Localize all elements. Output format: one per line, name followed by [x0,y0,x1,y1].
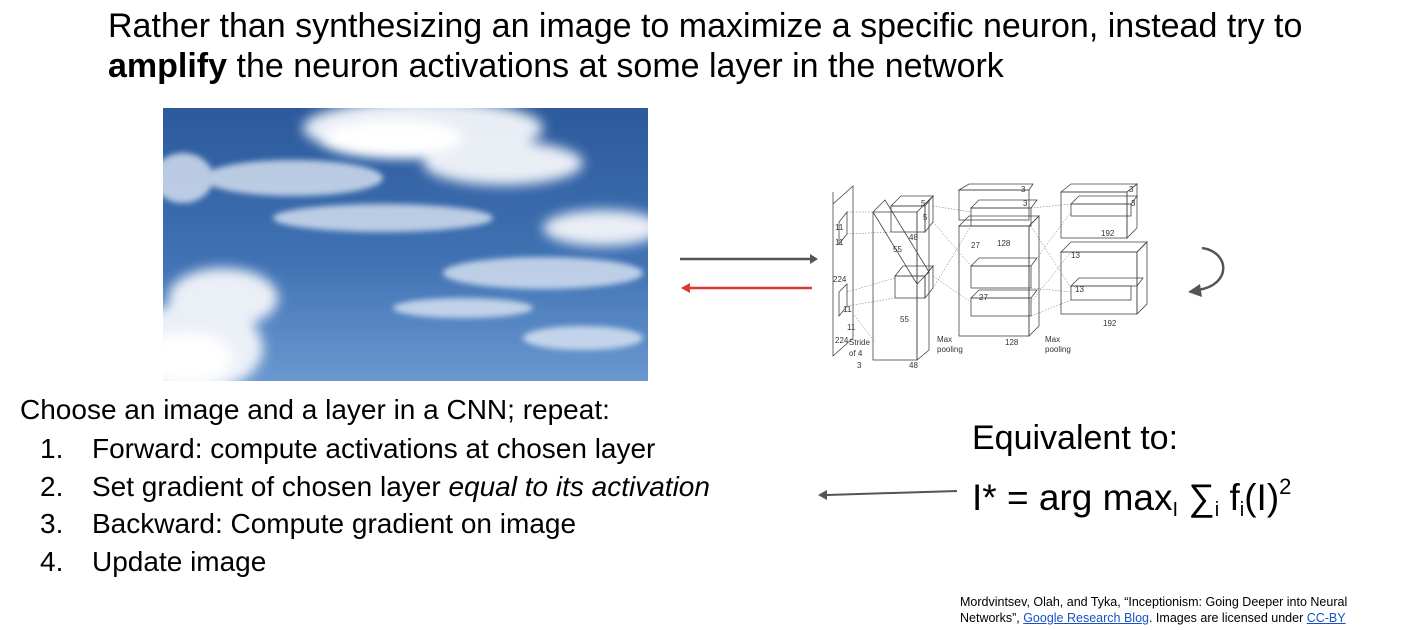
label-c1-55b: 55 [900,315,909,324]
label-maxpool-1a: Max [937,335,952,344]
step-item: 2. Set gradient of chosen layer equal to … [40,468,710,506]
backward-arrowhead [681,283,690,293]
label-in-11d: 11 [847,323,856,332]
label-in-224b: 224 [835,336,849,345]
step-text: Backward: Compute gradient on image [92,508,577,540]
label-c1-55: 55 [893,245,902,254]
citation: Mordvintsev, Olah, and Tyka, “Inceptioni… [960,595,1348,625]
slide-title: Rather than synthesizing an image to max… [108,6,1348,86]
sky-photo [163,108,648,381]
label-c2-128b: 128 [1005,338,1019,347]
steps-heading: Choose an image and a layer in a CNN; re… [20,394,610,425]
label-maxpool-1b: pooling [937,345,963,354]
step-text: Forward: compute activations at chosen l… [92,433,656,464]
title-prefix: Rather than synthesizing an image to max… [108,7,1303,45]
label-in-11c: 11 [843,305,852,314]
forward-backward-arrows [680,254,818,293]
equivalent-label: Equivalent to: [972,419,1179,457]
label-c3-192b: 192 [1103,319,1117,328]
step-number: 4. [40,546,64,578]
label-c3-3a: 3 [1129,185,1134,194]
label-c1-5a: 5 [921,199,926,208]
label-c1-48b: 48 [909,361,918,370]
label-of4: of 4 [849,349,863,358]
step-number: 1. [40,433,64,464]
label-stride: Stride [849,338,870,347]
step-item: 3. Backward: Compute gradient on image [40,505,710,543]
label-c2-3a: 3 [1021,185,1026,194]
step-item: 4. Update image [40,543,710,581]
label-maxpool-2b: pooling [1045,345,1071,354]
label-c3-13b: 13 [1075,285,1084,294]
title-suffix: the neuron activations at some layer in … [227,47,1004,85]
sky-input-image [163,108,648,381]
title-bold-word: amplify [108,47,228,85]
cc-by-link[interactable]: CC-BY [1306,611,1346,625]
step-italic: equal to its activation [448,470,710,502]
step-text: Set gradient of chosen layer [92,470,449,502]
label-c1-5b: 5 [923,213,928,222]
step-text: Update image [92,546,267,578]
label-maxpool-2a: Max [1045,335,1060,344]
label-c2-128: 128 [997,239,1011,248]
loop-arrow-icon [1188,246,1225,297]
label-c2-27b: 27 [979,293,988,302]
cnn-architecture-diagram: 11 11 224 11 11 224 Stride of 4 3 5 5 48… [832,183,1148,370]
label-c3-3b: 3 [1131,199,1136,208]
label-in-11b: 11 [835,238,844,247]
label-in-11a: 11 [835,223,844,232]
equation-pointer-arrow [818,490,958,500]
label-c3-192: 192 [1101,229,1115,238]
objective-formula: I* = arg maxI ∑i fi(I)2 [972,474,1292,521]
label-c3-13: 13 [1071,251,1080,260]
google-research-blog-link[interactable]: Google Research Blog [1023,611,1149,625]
steps-list: 1. Forward: compute activations at chosen… [40,430,710,581]
step-number: 3. [40,508,64,540]
label-c2-3b: 3 [1023,199,1028,208]
label-in-3: 3 [857,361,862,370]
step-item: 1. Forward: compute activations at chosen… [40,430,710,468]
forward-arrowhead [810,254,818,264]
label-c1-48a: 48 [909,233,918,242]
step-number: 2. [40,470,64,502]
label-in-224: 224 [833,275,847,284]
label-c2-27: 27 [971,241,980,250]
